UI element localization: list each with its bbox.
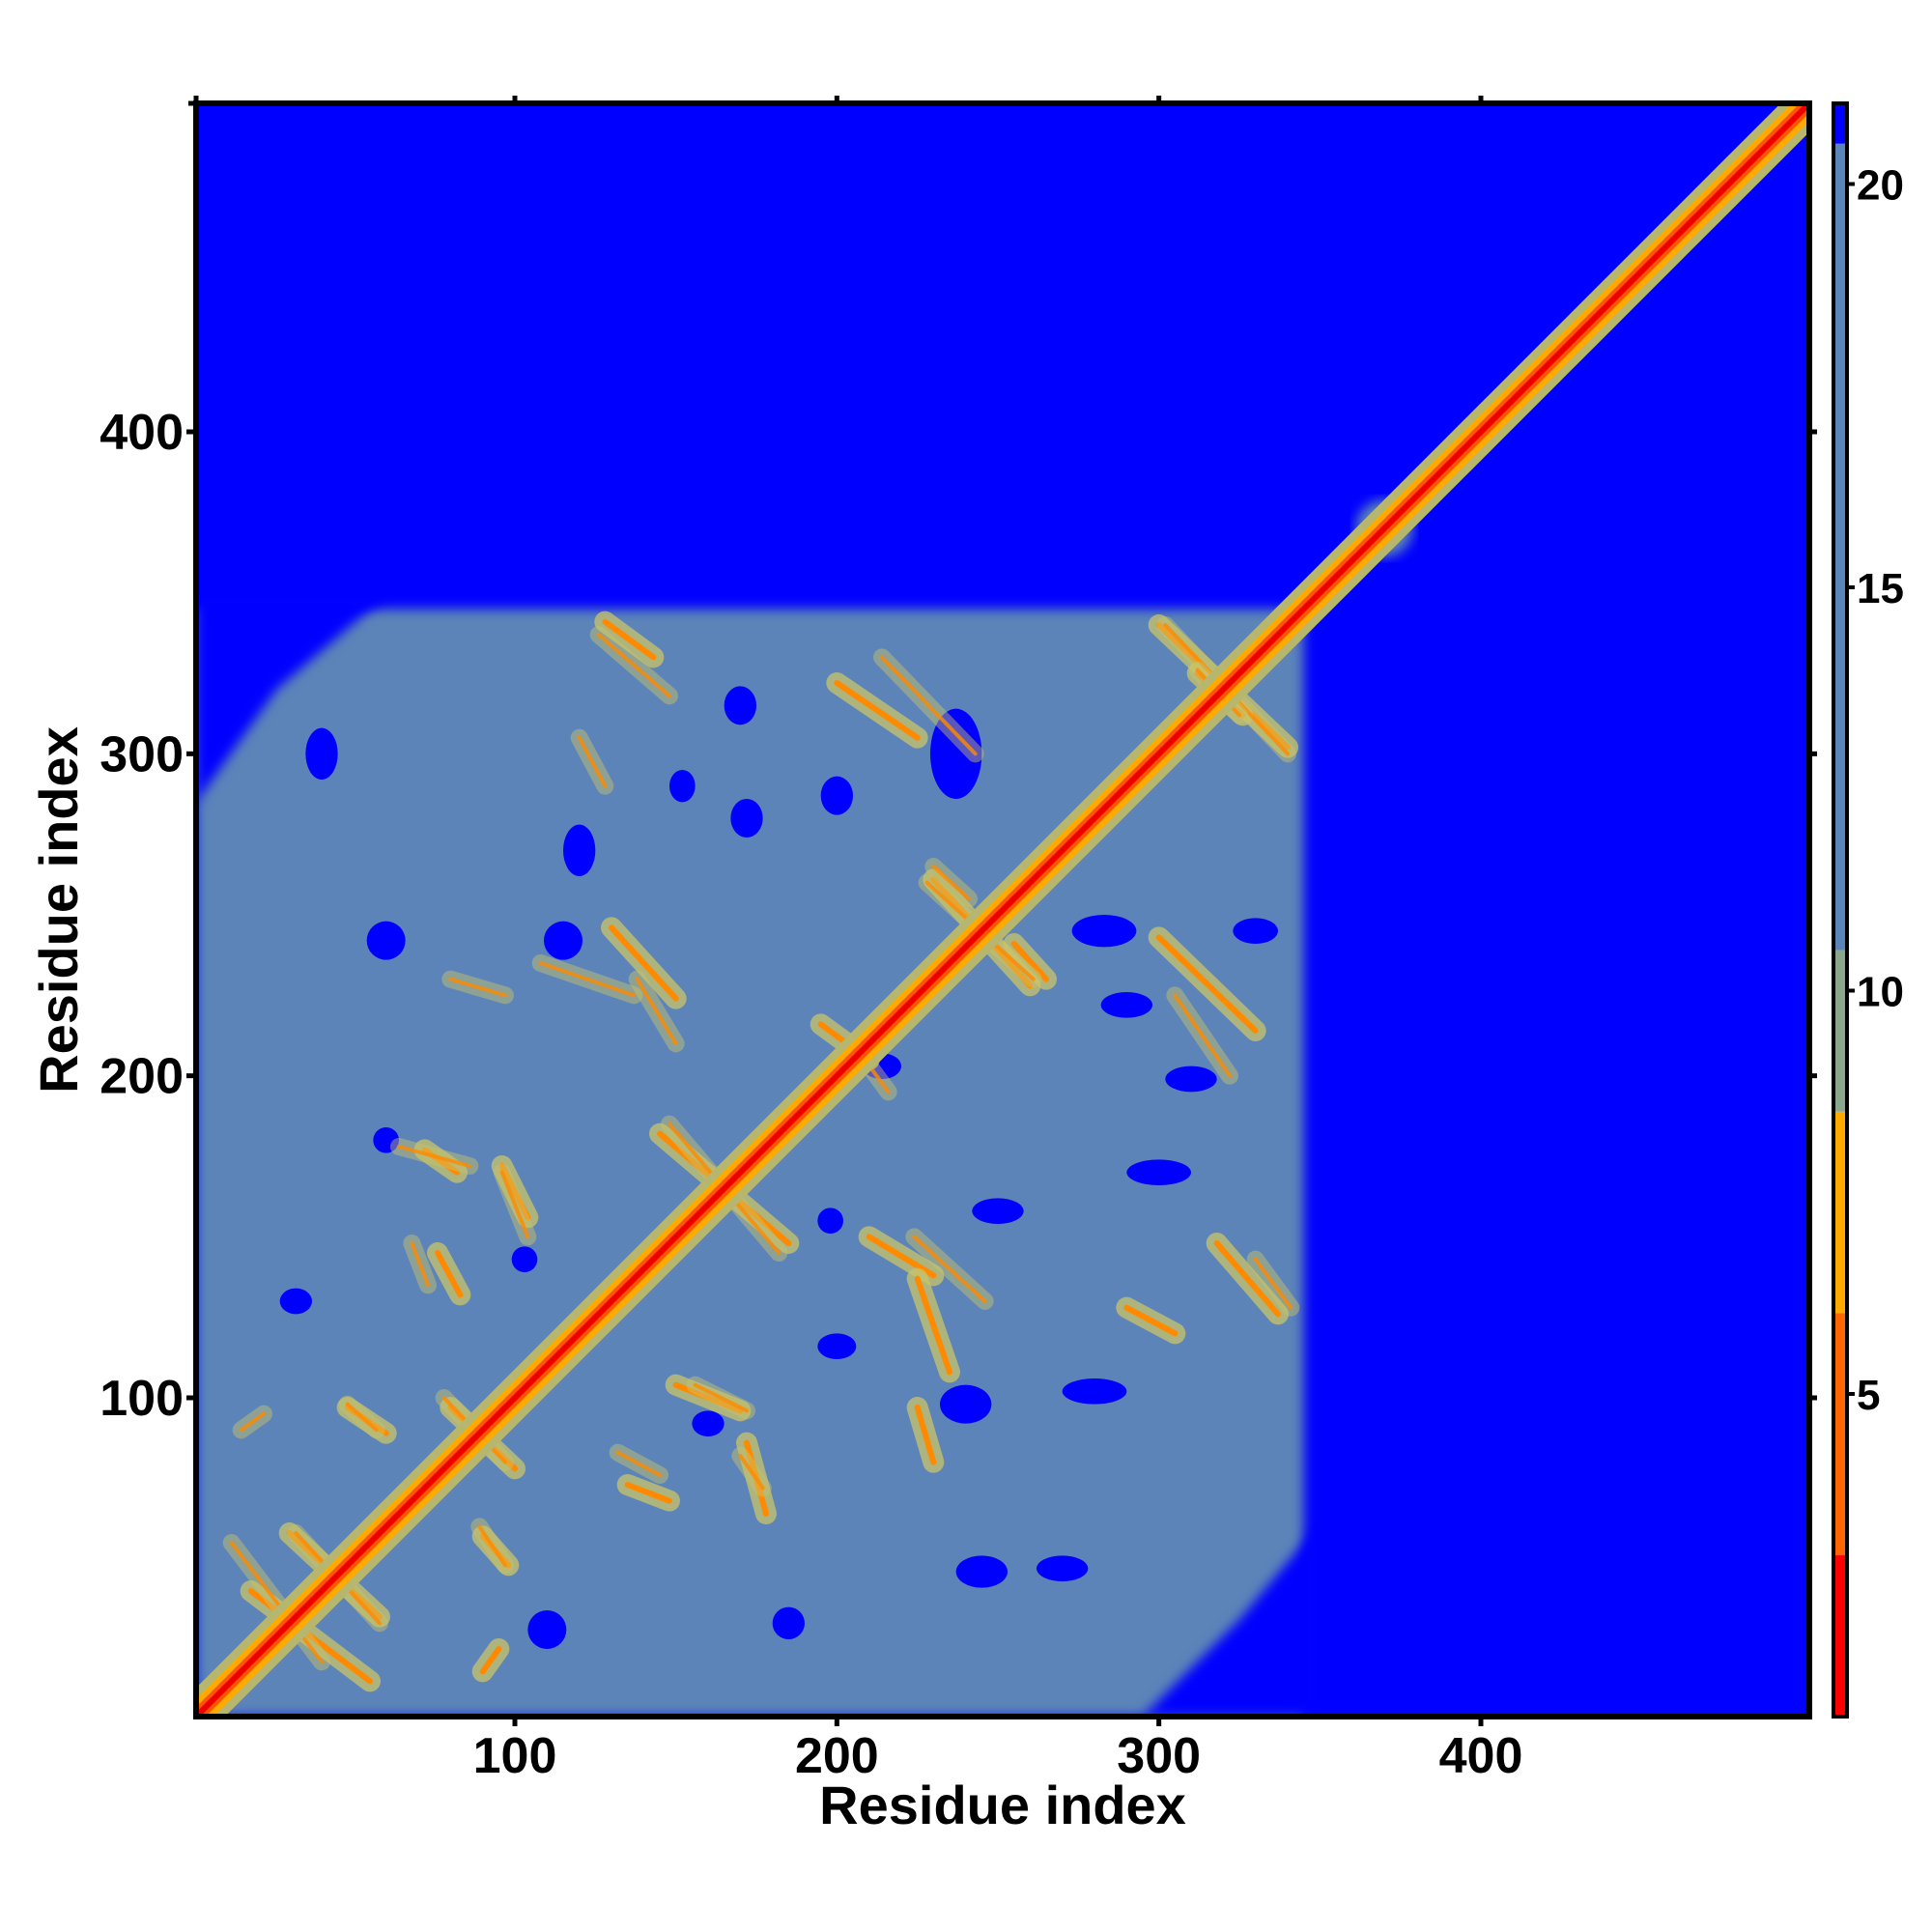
colorbar-segment	[1833, 103, 1847, 144]
contact-arm-mirror	[880, 655, 978, 756]
contact-arm	[1010, 941, 1049, 982]
contact-arm-mirror	[229, 1541, 324, 1664]
non-contact-patch	[724, 686, 756, 725]
contact-arm-mirror	[239, 1411, 266, 1433]
contact-arm	[834, 680, 921, 741]
contact-arm	[1155, 934, 1259, 1034]
x-tick-label: 300	[1117, 1728, 1201, 1784]
contact-arm-mirror	[912, 1235, 987, 1303]
contact-arm-mirror	[577, 735, 608, 788]
colorbar-tick-label: 5	[1857, 1372, 1880, 1419]
non-contact-patch	[955, 1555, 1008, 1588]
x-tick-label: 100	[473, 1728, 557, 1784]
contact-arm-mirror	[345, 1402, 379, 1433]
non-contact-patch	[305, 727, 338, 780]
contact-arm	[866, 1234, 937, 1279]
non-contact-patch	[772, 1606, 805, 1640]
contact-arm	[609, 924, 679, 1002]
contact-arm-mirror	[397, 1145, 472, 1168]
contact-arm-mirror	[538, 961, 637, 998]
non-contact-patch	[1165, 1065, 1217, 1093]
contact-arm	[435, 1250, 464, 1298]
non-contact-patch	[511, 1246, 538, 1272]
non-contact-patch	[972, 1198, 1024, 1224]
colorbar-tick-label: 15	[1857, 565, 1904, 612]
contact-arm-mirror	[693, 1382, 749, 1413]
non-contact-patch	[527, 1610, 567, 1649]
x-axis-ticks: 100 200 300 400	[193, 96, 1523, 1784]
contact-arm-mirror	[596, 633, 671, 698]
x-tick-label: 200	[795, 1728, 879, 1784]
non-contact-patch	[544, 921, 582, 960]
non-contact-patch	[1062, 1378, 1127, 1405]
contact-arm	[602, 618, 657, 661]
non-contact-patch	[820, 776, 853, 815]
contact-arm-mirror	[931, 865, 971, 901]
non-contact-patch	[1100, 992, 1153, 1018]
y-axis-ticks: 100 200 300 400	[99, 100, 1817, 1427]
contact-arm	[624, 1482, 672, 1504]
diagonal-core	[196, 103, 1809, 1717]
non-contact-patch	[1037, 1555, 1089, 1581]
non-contact-patch	[1071, 915, 1137, 948]
y-axis-title: Residue index	[28, 726, 89, 1094]
contact-arm	[247, 1588, 373, 1685]
region-corner-cut	[196, 592, 389, 803]
contact-arm	[498, 1163, 531, 1221]
colorbar-tick-label: 10	[1857, 969, 1904, 1016]
colorbar-tick-label: 20	[1857, 162, 1904, 210]
contact-arm-mirror	[635, 977, 678, 1046]
non-contact-patch	[940, 1384, 992, 1424]
colorbar-segment	[1833, 1111, 1847, 1314]
y-tick-label: 200	[99, 1049, 184, 1105]
colorbar-segment	[1833, 143, 1847, 951]
contact-arm-mirror	[448, 977, 507, 998]
contact-arm-mirror	[1173, 993, 1232, 1078]
contact-arm-mirror	[477, 1524, 507, 1568]
colorbar-segment	[1833, 1555, 1847, 1717]
non-contact-patch	[366, 921, 406, 960]
non-contact-patch	[1233, 918, 1278, 945]
non-contact-patch	[817, 1333, 857, 1359]
contact-arm	[914, 1405, 937, 1465]
colorbar-segment	[1833, 1313, 1847, 1555]
x-axis-title: Residue index	[819, 1775, 1186, 1835]
colorbar: 5 10 15 20	[1832, 101, 1904, 1719]
contact-arm	[1213, 1240, 1281, 1318]
non-contact-patch	[373, 1127, 399, 1153]
region-corner-cut	[1143, 1523, 1321, 1717]
non-contact-patch	[563, 824, 596, 876]
x-tick-label: 400	[1439, 1728, 1523, 1784]
colorbar-segment	[1833, 950, 1847, 1112]
non-contact-patch	[669, 770, 696, 803]
contact-arm	[479, 1646, 502, 1675]
contact-arm-mirror	[738, 1454, 765, 1491]
non-contact-patch	[279, 1288, 313, 1315]
plot-frame	[193, 100, 1812, 1719]
contact-arm-mirror	[615, 1450, 662, 1477]
y-tick-label: 400	[99, 405, 184, 461]
contact-arm-mirror	[410, 1241, 430, 1288]
plot-area	[193, 100, 1812, 1719]
heatmap-layer	[196, 103, 1809, 1717]
y-tick-label: 100	[99, 1371, 184, 1427]
non-contact-patch	[930, 708, 982, 799]
non-contact-patch	[817, 1208, 844, 1234]
contact-arm	[672, 1381, 744, 1414]
contact-arm-mirror	[1253, 1257, 1293, 1310]
non-contact-patch	[1126, 1159, 1191, 1185]
contact-arm-mirror	[499, 1170, 530, 1239]
contact-arm	[914, 1275, 952, 1376]
y-tick-label: 300	[99, 726, 184, 782]
non-contact-patch	[730, 799, 763, 838]
contact-arm	[1123, 1304, 1179, 1337]
non-contact-patch	[692, 1410, 724, 1436]
colorbar-frame	[1832, 101, 1849, 1719]
